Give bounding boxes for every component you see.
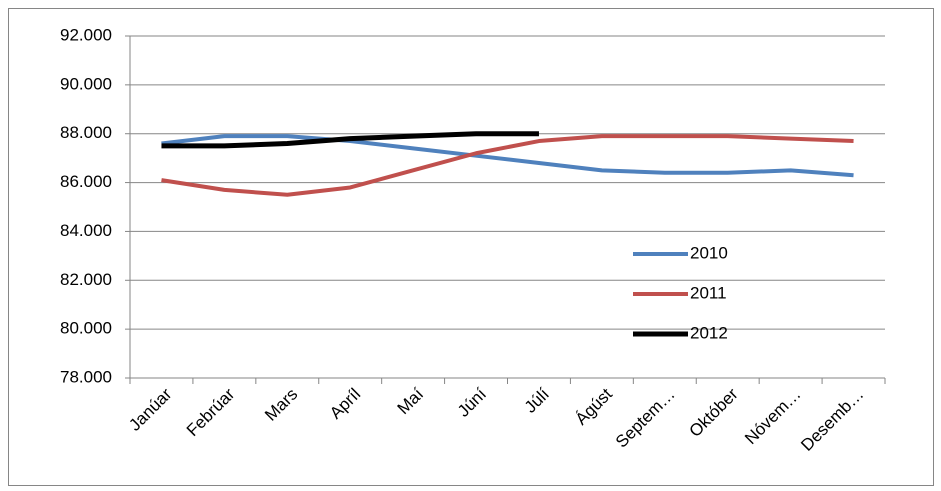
y-tick-label: 82.000 <box>60 270 112 289</box>
y-tick-label: 84.000 <box>60 221 112 240</box>
line-series <box>161 134 854 178</box>
y-tick-label: 88.000 <box>60 123 112 142</box>
y-tick-label: 78.000 <box>60 367 112 386</box>
line-series <box>161 131 539 149</box>
line-series <box>161 134 854 197</box>
legend-label: 2010 <box>690 243 728 262</box>
y-tick-label: 80.000 <box>60 319 112 338</box>
y-tick-label: 90.000 <box>60 74 112 93</box>
chart-frame <box>8 8 934 486</box>
legend-label: 2011 <box>690 283 727 302</box>
legend-label: 2012 <box>690 323 728 342</box>
y-tick-label: 86.000 <box>60 172 112 191</box>
y-tick-label: 92.000 <box>60 25 112 44</box>
